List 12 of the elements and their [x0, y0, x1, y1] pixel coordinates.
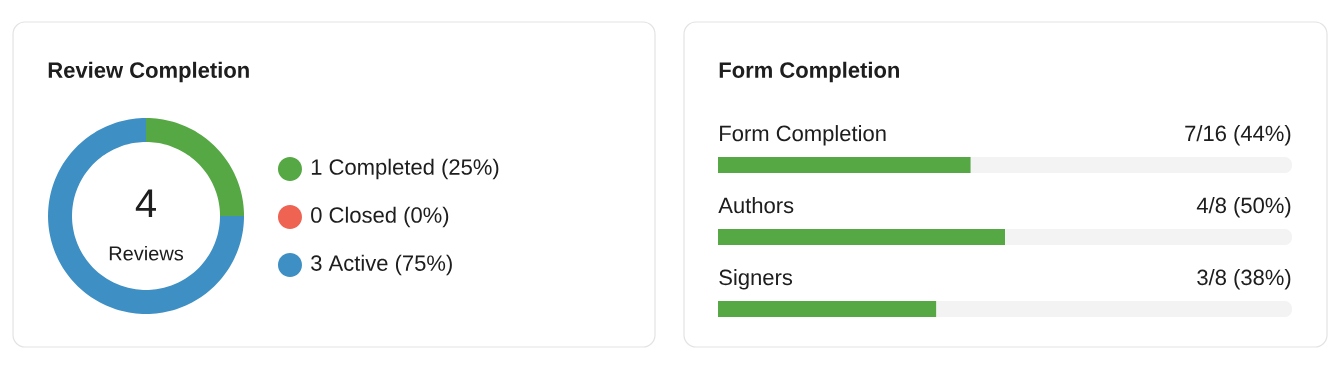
legend-label: 1 Completed (25%) — [311, 158, 499, 180]
y-tick-label: Authors — [718, 197, 794, 214]
text: 4 — [135, 189, 156, 218]
chart-title: Review Completion — [48, 61, 249, 83]
data-label: 3/8 (38%) — [1197, 269, 1291, 290]
data-label: 4/8 (50%) — [1196, 197, 1291, 218]
legend-label: 3 Active (75%) — [311, 254, 452, 276]
data-label: 7/16 (44%) — [1185, 125, 1291, 146]
y-tick-label: Form Completion — [720, 125, 886, 146]
legend-label: 0 Closed (0%) — [311, 206, 449, 228]
text: Reviews — [109, 245, 184, 261]
y-tick-label: Signers — [719, 269, 793, 290]
